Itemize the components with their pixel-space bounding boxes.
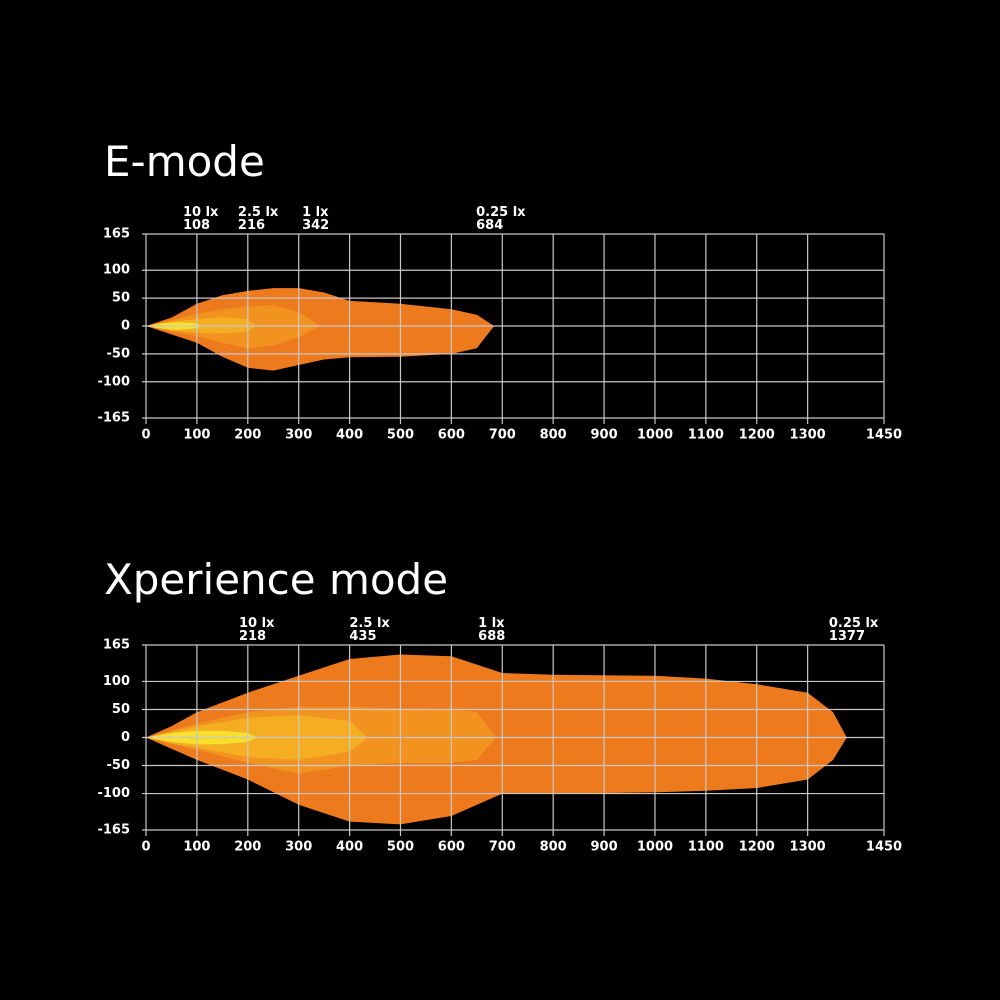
isolux-area <box>146 654 847 825</box>
isolux-distance: 688 <box>478 629 505 644</box>
y-tick-label: -165 <box>97 411 130 426</box>
isolux-label: 10 lx <box>239 616 275 631</box>
isolux-label: 1 lx <box>478 616 505 631</box>
isolux-distance: 108 <box>183 218 210 233</box>
x-tick-label: 300 <box>285 840 312 855</box>
isolux-distance: 435 <box>349 629 376 644</box>
y-tick-label: -165 <box>97 823 130 838</box>
chart-title: E-mode <box>104 137 265 186</box>
y-tick-label: -100 <box>97 786 130 801</box>
isolux-label: 2.5 lx <box>349 616 390 631</box>
x-tick-label: 0 <box>141 428 150 443</box>
x-tick-label: 1100 <box>688 840 724 855</box>
x-tick-label: 100 <box>183 428 210 443</box>
x-tick-label: 1000 <box>637 428 673 443</box>
y-tick-label: 50 <box>112 291 130 306</box>
y-tick-label: 100 <box>103 263 130 278</box>
y-tick-label: 0 <box>121 730 130 745</box>
x-tick-label: 800 <box>540 840 567 855</box>
isolux-label: 10 lx <box>183 205 219 220</box>
x-tick-label: 1450 <box>866 840 902 855</box>
chart-title: Xperience mode <box>104 555 448 604</box>
x-tick-label: 600 <box>438 840 465 855</box>
y-tick-label: 50 <box>112 702 130 717</box>
isolux-label: 0.25 lx <box>829 616 879 631</box>
x-tick-label: 800 <box>540 428 567 443</box>
x-tick-label: 400 <box>336 428 363 443</box>
isolux-distance: 1377 <box>829 629 865 644</box>
y-tick-label: 165 <box>103 638 130 653</box>
y-tick-label: 165 <box>103 227 130 242</box>
isolux-label: 1 lx <box>302 205 329 220</box>
x-tick-label: 1200 <box>739 840 775 855</box>
isolux-distance: 684 <box>476 218 503 233</box>
x-tick-label: 500 <box>387 428 414 443</box>
x-tick-label: 200 <box>234 428 261 443</box>
isolux-distance: 342 <box>302 218 329 233</box>
x-tick-label: 500 <box>387 840 414 855</box>
x-tick-label: 600 <box>438 428 465 443</box>
isolux-distance: 216 <box>238 218 265 233</box>
y-tick-label: -100 <box>97 374 130 389</box>
isolux-distance: 218 <box>239 629 266 644</box>
x-tick-label: 300 <box>285 428 312 443</box>
x-tick-label: 1200 <box>739 428 775 443</box>
x-tick-label: 1300 <box>790 840 826 855</box>
x-tick-label: 900 <box>590 840 617 855</box>
x-tick-label: 0 <box>141 840 150 855</box>
x-tick-label: 700 <box>489 428 516 443</box>
isolux-label: 0.25 lx <box>476 205 526 220</box>
y-tick-label: -50 <box>107 758 131 773</box>
x-tick-label: 1000 <box>637 840 673 855</box>
isolux-label: 2.5 lx <box>238 205 279 220</box>
y-tick-label: 0 <box>121 319 130 334</box>
y-tick-label: 100 <box>103 674 130 689</box>
x-tick-label: 1450 <box>866 428 902 443</box>
x-tick-label: 1100 <box>688 428 724 443</box>
x-tick-label: 700 <box>489 840 516 855</box>
x-tick-label: 100 <box>183 840 210 855</box>
x-tick-label: 400 <box>336 840 363 855</box>
x-tick-label: 1300 <box>790 428 826 443</box>
x-tick-label: 900 <box>590 428 617 443</box>
x-tick-label: 200 <box>234 840 261 855</box>
y-tick-label: -50 <box>107 346 131 361</box>
